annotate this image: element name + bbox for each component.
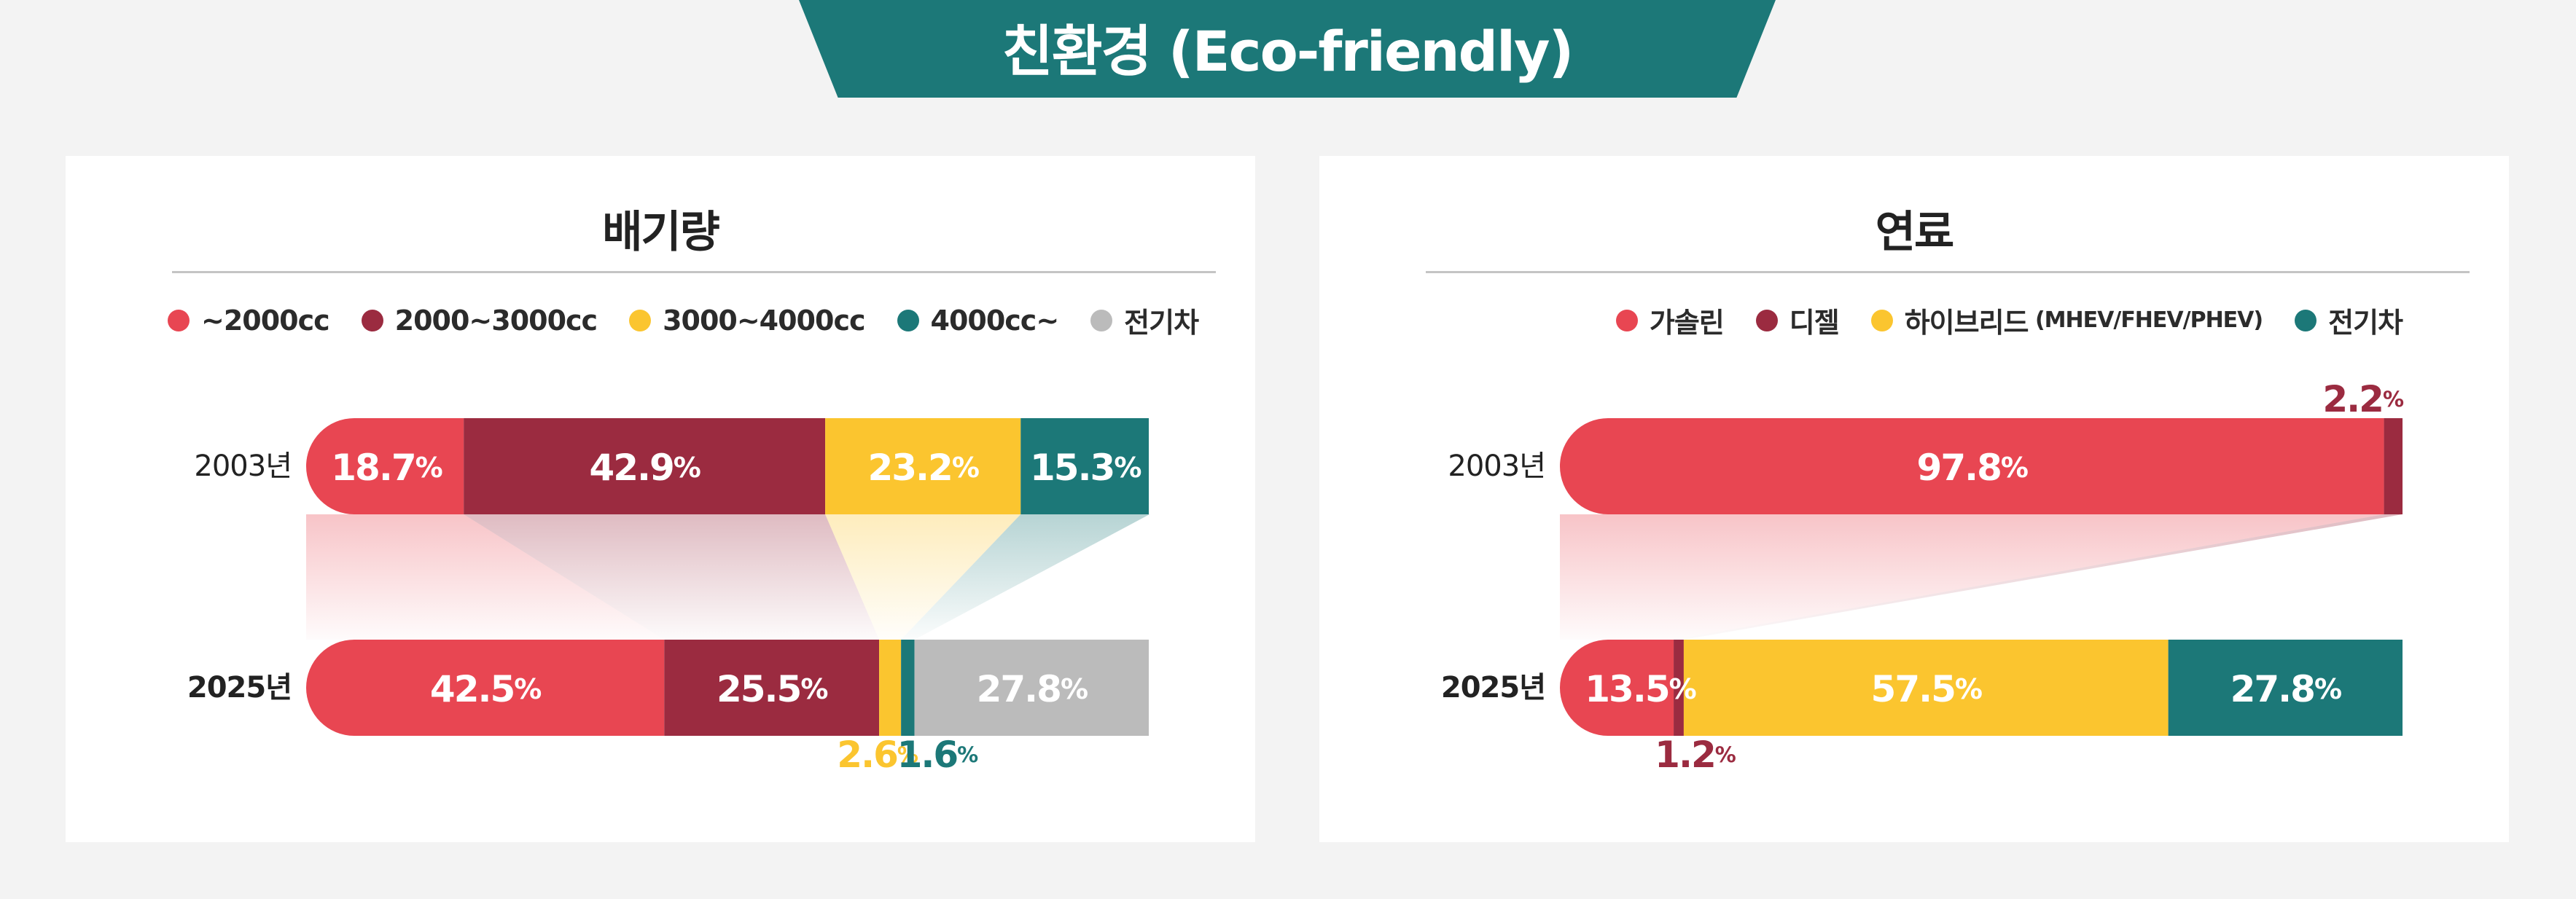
bar-segment [464,418,826,514]
stacked-bar [306,640,1149,736]
legend-item: 가솔린 [1615,300,1725,340]
header-banner: 친환경 (Eco-friendly) [799,0,1776,98]
legend-label: 전기차 [2328,307,2403,339]
data-label: 15.3% [1030,447,1141,489]
data-label: 2.2% [2322,378,2404,420]
legend-label: 4000cc~ [930,304,1060,337]
connector-band [306,514,665,640]
bar-segment [825,418,1021,514]
data-label: 25.5% [717,668,827,710]
data-label: 57.5% [1871,668,1982,710]
legend-label: 가솔린 [1649,307,1725,339]
legend-item: 4000cc~ [897,305,1059,337]
bar-segment [1560,640,1674,736]
legend-swatch [1090,309,1113,331]
legend-label: ~2000cc [201,304,330,337]
legend-label: 디젤 [1789,307,1840,339]
data-label: 1.2% [1655,734,1736,776]
data-label: 42.5% [430,668,541,710]
bar-segment [2168,640,2403,736]
connector-band [1560,514,2384,640]
bar-segment [879,640,902,736]
displacement-chart-panel: 배기량 ~2000cc 2000~3000cc 3000~4000cc 4000cc~… [66,156,1255,842]
fuel-chart-panel: 연료 가솔린 디젤 하이브리드 (MHEV/FHEV/PHEV) 전기차 2003년 2… [1319,156,2509,842]
legend-label: 하이브리드 [1904,307,2029,339]
legend-label: 3000~4000cc [663,304,865,337]
stacked-bar [306,418,1149,514]
page-title: 친환경 (Eco-friendly) [1002,19,1574,84]
bar-segment [1674,640,1684,736]
connector-band [464,514,880,640]
bar-segment [914,640,1149,736]
bar-segment [901,640,915,736]
legend-swatch [629,309,652,331]
fuel-bar-chart: 2003년 2025년 97.8% 2.2% 13.5% 1.2% 57.5% 27.8% [1441,378,2405,776]
title-divider [172,271,1216,273]
displacement-legend: ~2000cc 2000~3000cc 3000~4000cc 4000cc~ 전기차 [168,300,1199,340]
title-divider [1426,271,2470,273]
legend-swatch [897,309,919,331]
data-label: 18.7% [331,447,442,489]
stacked-bar [1560,418,2403,514]
fuel-chart-title: 연료 [1875,207,1954,258]
bar-segment [2384,418,2403,514]
data-label: 1.6% [897,734,979,776]
legend-swatch [168,309,190,331]
data-label: 97.8% [1917,447,2028,489]
bar-segment [1020,418,1149,514]
bar-segment [306,640,665,736]
legend-swatch [361,309,383,331]
data-label: 13.5% [1585,668,1695,710]
category-label: 2003년 [194,450,292,483]
bar-segment [1560,418,2384,514]
legend-swatch [1755,309,1778,331]
data-label: 27.8% [2230,668,2341,710]
legend-label-suffix: (MHEV/FHEV/PHEV) [2028,307,2263,333]
legend-swatch [2295,309,2317,331]
connector-band [1674,514,2403,640]
legend-label: 2000~3000cc [394,304,598,337]
connector-band [825,514,1021,640]
legend-swatch [1870,309,1893,331]
fuel-legend: 가솔린 디젤 하이브리드 (MHEV/FHEV/PHEV) 전기차 [1615,300,2403,340]
category-label: 2003년 [1448,450,1545,483]
displacement-bar-chart: 2003년 2025년 18.7% 42.9% 23.2% 15.3% 42.5% 25.5%… [187,418,1150,776]
data-label: 2.6% [837,734,918,776]
bar-segment [306,418,464,514]
legend-item: 전기차 [2295,300,2403,340]
stacked-bar [1560,640,2403,736]
data-label: 27.8% [977,668,1088,710]
legend-item: ~2000cc [168,304,330,337]
bar-segment [664,640,880,736]
data-label: 42.9% [589,447,700,489]
category-label: 2025년 [187,671,292,704]
data-label: 23.2% [867,447,978,489]
legend-swatch [1615,309,1638,331]
legend-item: 전기차 [1090,300,1199,340]
legend-item: 하이브리드 (MHEV/FHEV/PHEV) [1870,300,2263,340]
legend-item: 디젤 [1755,300,1840,340]
category-label: 2025년 [1441,671,1545,704]
legend-label: 전기차 [1124,307,1199,339]
legend-item: 3000~4000cc [629,304,866,337]
displacement-chart-title: 배기량 [602,207,720,258]
legend-item: 2000~3000cc [361,304,598,337]
connector-band [901,514,1150,640]
bar-segment [1683,640,2169,736]
